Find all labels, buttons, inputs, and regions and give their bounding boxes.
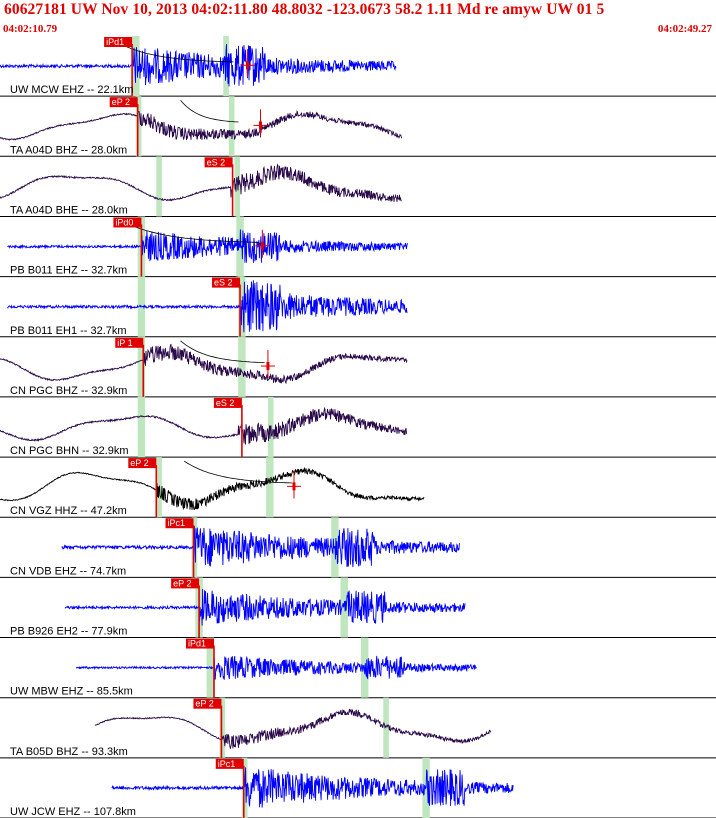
coda-marker-box [292, 482, 296, 491]
waveform-trace [0, 406, 408, 445]
coda-decay-curve [113, 39, 234, 63]
trace-panel-5[interactable]: iP 1 CN PGC BHZ -- 32.9km [0, 336, 716, 398]
phase-pick-tag[interactable] [215, 758, 244, 769]
pick-window [135, 96, 142, 157]
station-label: CN VDB EHZ -- 74.7km [10, 565, 126, 577]
coda-decay-curve [180, 340, 265, 363]
phase-pick-label: eP 2 [195, 699, 213, 709]
trace-panel-8[interactable]: iPc1 CN VDB EHZ -- 74.7km [0, 517, 716, 578]
waveform-trace [75, 655, 477, 680]
phase-pick-label: eS 2 [207, 157, 226, 167]
coda-decay-curve [183, 460, 293, 484]
pick-window [191, 517, 198, 578]
pick-window [137, 396, 146, 458]
phase-pick-label: iPd0 [115, 217, 133, 227]
phase-pick-tag[interactable] [113, 217, 142, 228]
waveform-trace [0, 110, 402, 141]
station-label: UW MBW EHZ -- 85.5km [10, 686, 133, 698]
phase-pick-label: eP 2 [173, 578, 191, 588]
pick-window [238, 336, 246, 397]
phase-pick-tag[interactable] [109, 97, 138, 108]
phase-pick-label: iP 1 [117, 338, 132, 348]
station-label: TA A04D BHE -- 28.0km [10, 204, 128, 216]
pick-window [219, 697, 226, 758]
phase-pick-tag[interactable] [115, 337, 144, 348]
station-label: PB B011 EHZ -- 32.7km [10, 265, 127, 277]
end-time: 04:02:49.27 [657, 23, 712, 35]
phase-pick-tag[interactable] [171, 578, 200, 589]
trace-panel-4[interactable]: eS 2 PB B011 EH1 -- 32.7km [0, 276, 716, 338]
station-label: CN PGC BHN -- 32.9km [10, 445, 129, 457]
coda-marker-box [260, 241, 264, 250]
station-label: UW MCW EHZ -- 22.1km [10, 84, 133, 96]
phase-pick-label: eP 2 [130, 458, 148, 468]
trace-panel-3[interactable]: iPd0 PB B011 EHZ -- 32.7km [0, 216, 716, 278]
trace-panel-10[interactable]: iPd1 UW MBW EHZ -- 85.5km [0, 637, 716, 699]
pick-window [266, 457, 274, 518]
phase-pick-tag[interactable] [213, 397, 242, 408]
coda-marker-box [258, 121, 262, 130]
pick-window [137, 336, 146, 397]
event-title: 60627181 UW Nov 10, 2013 04:02:11.80 48.… [4, 1, 605, 18]
waveform-trace [61, 526, 460, 568]
phase-pick-tag[interactable] [212, 277, 241, 288]
trace-panel-12[interactable]: iPc1 UW JCW EHZ -- 107.8km [0, 757, 716, 818]
station-label: UW JCW EHZ -- 107.8km [10, 806, 136, 818]
start-time: 04:02:10.79 [3, 23, 58, 35]
phase-pick-tag[interactable] [193, 698, 222, 709]
station-label: TA A04D BHZ -- 28.0km [10, 144, 127, 156]
waveform-trace [0, 466, 425, 511]
waveform-trace [0, 343, 408, 385]
trace-panel-9[interactable]: eP 2 PB B926 EH2 -- 77.9km [0, 577, 716, 639]
phase-pick-tag[interactable] [185, 638, 214, 649]
waveform-trace [111, 767, 514, 808]
waveform-trace [7, 280, 408, 333]
pick-window [228, 96, 235, 157]
phase-pick-label: iPd1 [106, 37, 124, 47]
coda-marker-box [245, 61, 249, 70]
station-label: PB B926 EH2 -- 77.9km [10, 626, 127, 638]
trace-panel-1[interactable]: eP 2 TA A04D BHZ -- 28.0km [0, 96, 716, 157]
header: 60627181 UW Nov 10, 2013 04:02:11.80 48.… [0, 0, 716, 36]
trace-panel-0[interactable]: iPd1 UW MCW EHZ -- 22.1km [0, 36, 716, 97]
waveform-trace [94, 708, 491, 749]
station-label: PB B011 EH1 -- 32.7km [10, 325, 127, 337]
waveform-trace [7, 229, 408, 263]
phase-pick-label: iPd1 [188, 639, 206, 649]
phase-pick-label: eS 2 [214, 278, 233, 288]
station-label: CN VGZ HHZ -- 47.2km [10, 505, 127, 517]
station-label: TA B05D BHZ -- 93.3km [10, 746, 128, 758]
pick-window [156, 156, 162, 217]
station-label: CN PGC BHZ -- 32.9km [10, 385, 127, 397]
pick-window [340, 577, 348, 638]
pick-window [234, 156, 241, 217]
coda-decay-curve [180, 99, 239, 123]
waveform-trace [64, 588, 466, 626]
pick-window [241, 757, 248, 818]
trace-panel-6[interactable]: eS 2 CN PGC BHN -- 32.9km [0, 396, 716, 458]
coda-decay-curve [120, 220, 259, 243]
trace-panel-11[interactable]: eP 2 TA B05D BHZ -- 93.3km [0, 697, 716, 759]
waveform-trace [0, 44, 397, 87]
phase-pick-label: iPc1 [218, 759, 236, 769]
phase-pick-tag[interactable] [204, 157, 233, 168]
trace-panel-2[interactable]: eS 2 TA A04D BHE -- 28.0km [0, 156, 716, 217]
phase-pick-label: iPc1 [168, 518, 186, 528]
phase-pick-label: eS 2 [216, 398, 235, 408]
waveform-trace [0, 163, 402, 202]
phase-pick-tag[interactable] [128, 458, 157, 469]
phase-pick-label: eP 2 [112, 97, 130, 107]
phase-pick-tag[interactable] [104, 37, 133, 47]
coda-marker-box [266, 362, 270, 371]
trace-panel-7[interactable]: eP 2 CN VGZ HHZ -- 47.2km [0, 457, 716, 518]
phase-pick-tag[interactable] [165, 518, 194, 529]
